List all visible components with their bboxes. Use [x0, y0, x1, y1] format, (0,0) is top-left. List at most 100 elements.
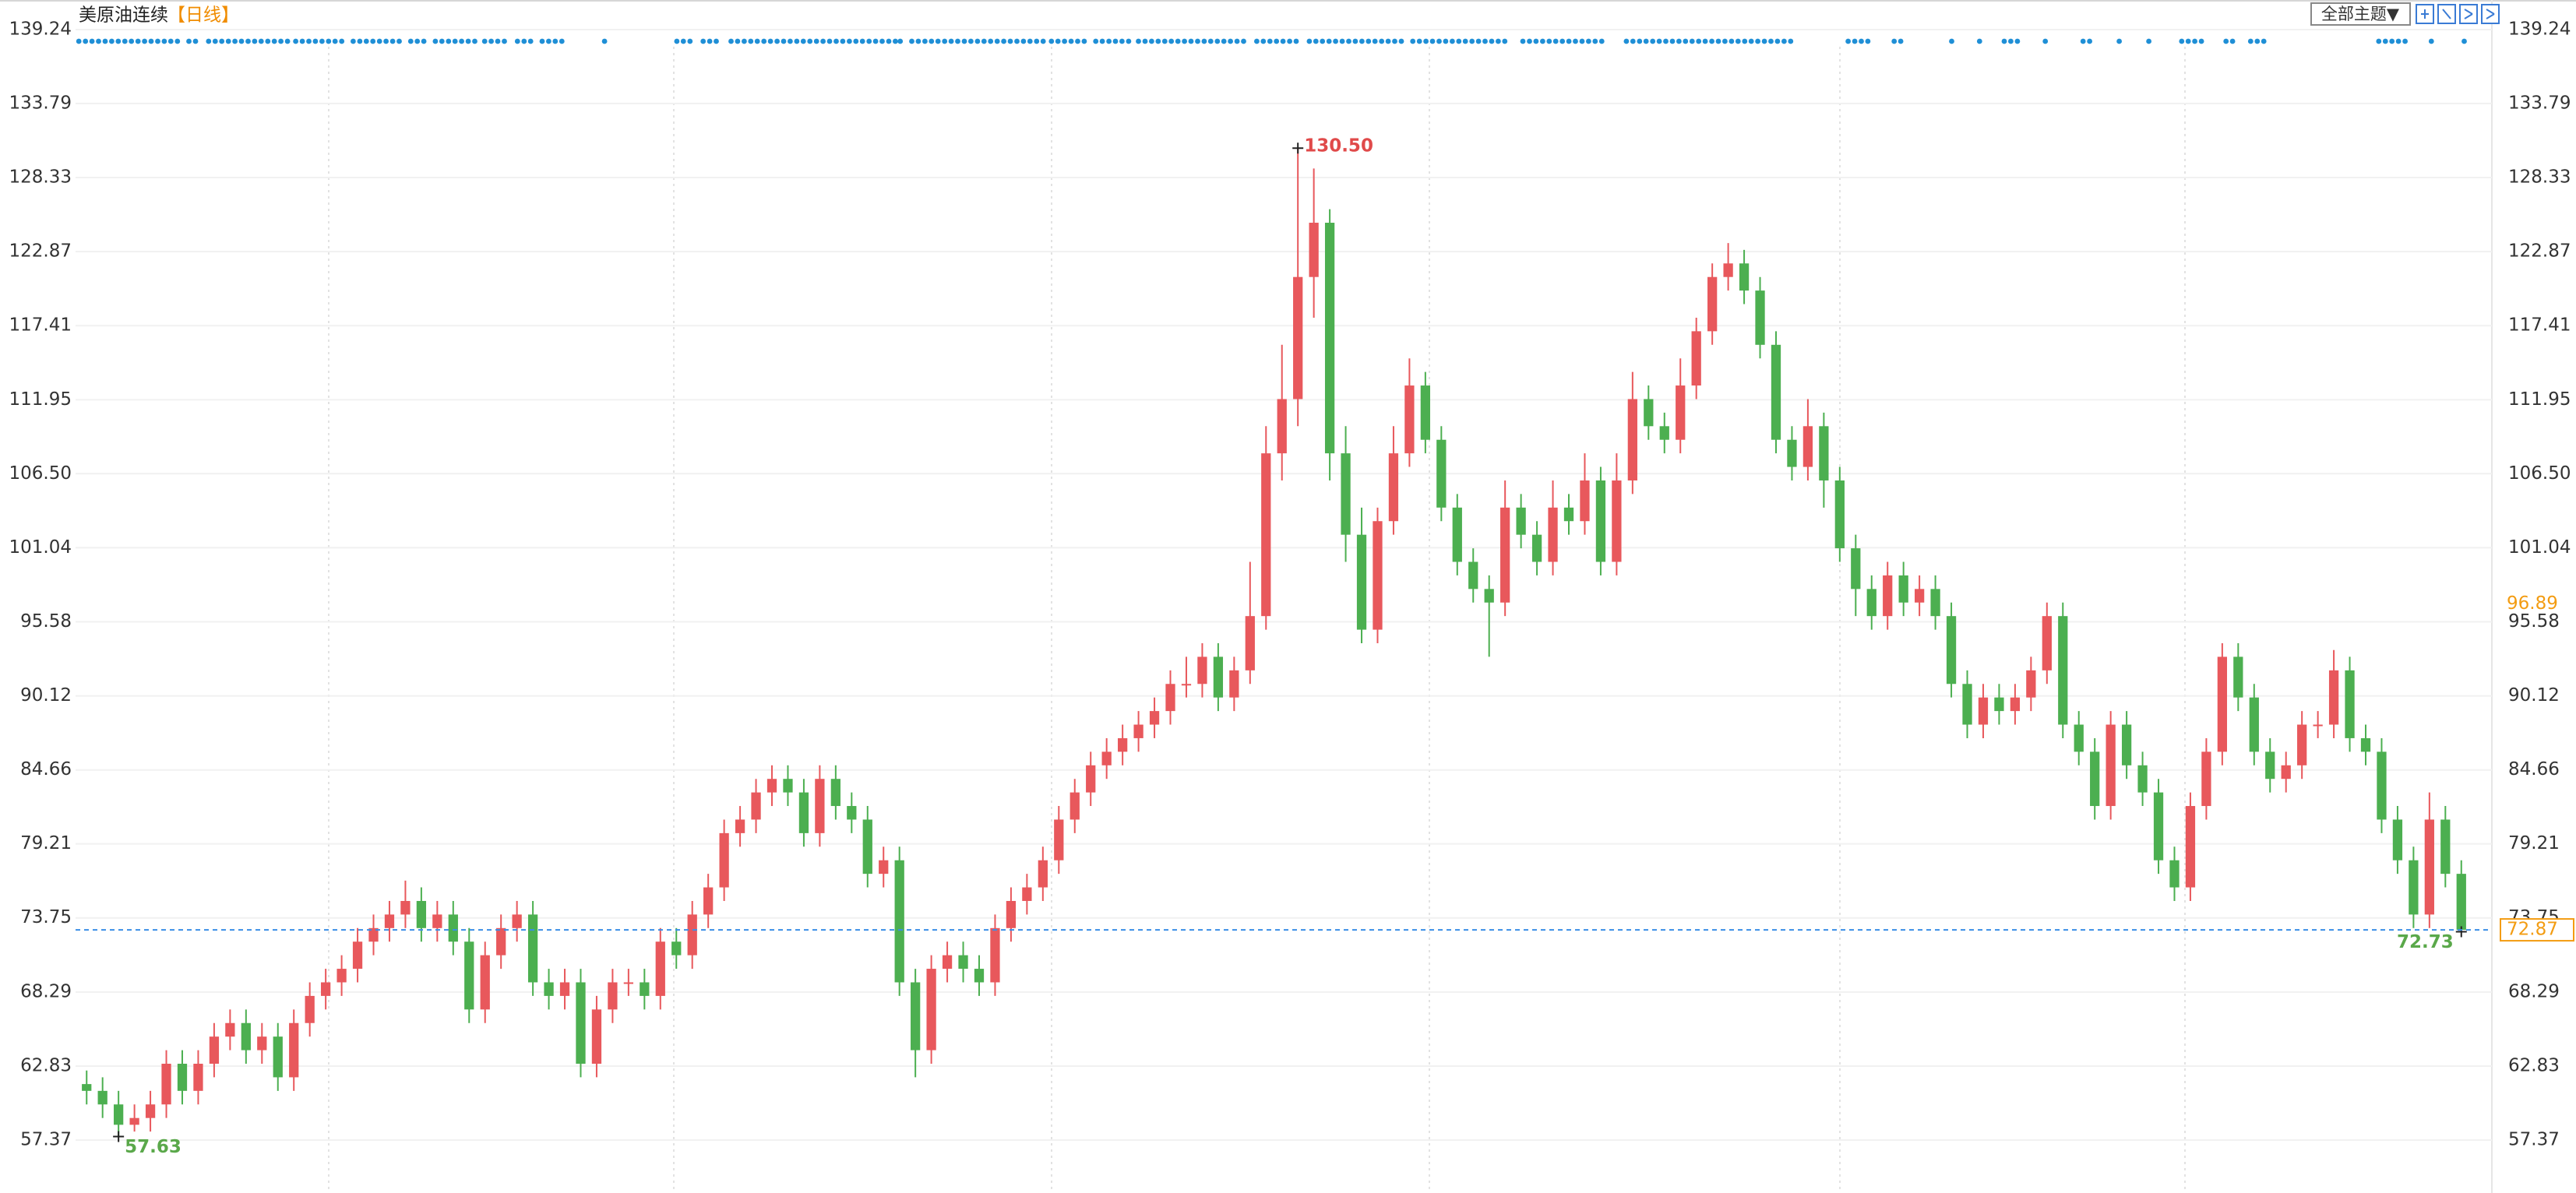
candle-body: [2201, 751, 2211, 807]
candle-body: [2074, 724, 2084, 752]
next-icon[interactable]: [2459, 4, 2478, 24]
news-marker: [1650, 38, 1656, 44]
news-marker: [1155, 38, 1161, 44]
y-tick-label-left: 79.21: [20, 833, 72, 853]
news-marker: [1048, 38, 1055, 44]
candle-body: [703, 887, 714, 915]
news-marker: [312, 38, 319, 44]
candle-body: [1500, 507, 1510, 603]
news-marker: [1598, 38, 1605, 44]
candle-body: [1723, 263, 1733, 277]
candle-body: [384, 914, 395, 928]
y-tick-label-left: 133.79: [9, 93, 72, 113]
candle-body: [655, 941, 665, 996]
news-marker: [332, 38, 338, 44]
candle-body: [1962, 684, 1972, 725]
candle-body: [1866, 589, 1876, 617]
news-marker: [527, 38, 534, 44]
news-marker: [1443, 38, 1449, 44]
candle-body: [2440, 819, 2451, 875]
extreme-label: 130.50: [1304, 136, 1373, 157]
news-marker: [414, 38, 421, 44]
news-marker: [1546, 38, 1552, 44]
news-marker: [1735, 38, 1741, 44]
candle-body: [400, 900, 411, 915]
candle-body: [1755, 290, 1765, 345]
news-marker: [1761, 38, 1767, 44]
news-marker: [1552, 38, 1559, 44]
news-marker: [1865, 38, 1871, 44]
news-marker: [258, 38, 264, 44]
candle-body: [576, 982, 586, 1064]
candle-body: [2058, 616, 2068, 725]
news-marker: [2461, 38, 2467, 44]
candle-body: [1739, 263, 1750, 291]
news-marker: [788, 38, 793, 44]
news-marker: [1949, 38, 1954, 44]
news-marker: [1489, 38, 1495, 44]
candle-body: [2313, 724, 2323, 727]
news-marker: [1768, 38, 1774, 44]
candle-body: [1197, 656, 1207, 684]
news-marker: [1715, 38, 1721, 44]
news-marker: [2261, 38, 2267, 44]
news-marker: [109, 38, 115, 44]
news-marker: [1293, 38, 1299, 44]
news-marker: [452, 38, 458, 44]
candle-body: [1149, 711, 1160, 725]
news-marker: [1126, 38, 1132, 44]
news-marker: [820, 38, 826, 44]
news-marker: [1496, 38, 1501, 44]
candle-body: [2137, 765, 2148, 793]
news-marker: [383, 38, 389, 44]
news-marker: [935, 38, 941, 44]
news-marker: [1656, 38, 1662, 44]
candle-body: [990, 927, 1000, 983]
news-marker: [83, 38, 89, 44]
news-marker: [1112, 38, 1119, 44]
y-tick-label-left: 84.66: [20, 759, 72, 779]
theme-button[interactable]: [2310, 2, 2411, 26]
news-marker: [813, 38, 819, 44]
candle-body: [2392, 819, 2403, 860]
y-tick-label-right: 90.12: [2508, 685, 2560, 706]
y-tick-label-right: 128.33: [2508, 167, 2571, 188]
news-marker: [1592, 38, 1598, 44]
candle-body: [671, 941, 682, 955]
news-marker: [1175, 38, 1181, 44]
news-marker: [232, 38, 238, 44]
news-marker: [915, 38, 922, 44]
news-marker: [1081, 38, 1087, 44]
news-marker: [1182, 38, 1187, 44]
news-marker: [161, 38, 167, 44]
y-tick-label-left: 101.04: [9, 537, 72, 558]
candle-body: [1659, 426, 1669, 440]
news-marker: [833, 38, 839, 44]
extreme-marker: [1292, 143, 1304, 154]
candle-body: [2265, 751, 2275, 779]
news-marker: [219, 38, 225, 44]
news-marker: [1475, 38, 1482, 44]
candle-body: [2377, 751, 2387, 820]
news-marker: [961, 38, 967, 44]
news-marker: [2198, 38, 2204, 44]
news-marker: [2087, 38, 2093, 44]
news-marker: [1034, 38, 1040, 44]
end-icon[interactable]: [2481, 4, 2500, 24]
news-marker: [155, 38, 160, 44]
candle-body: [1038, 860, 1048, 888]
y-tick-label-left: 57.37: [20, 1130, 72, 1150]
candle-body: [464, 941, 474, 1010]
news-marker: [2146, 38, 2152, 44]
news-marker: [1001, 38, 1006, 44]
candle-body: [1946, 616, 1957, 684]
news-marker: [1062, 38, 1067, 44]
news-marker: [396, 38, 402, 44]
candle-body: [623, 982, 634, 984]
news-marker: [1637, 38, 1643, 44]
theme-button-label[interactable]: 全部主题▼: [2321, 5, 2400, 23]
news-marker: [2179, 38, 2185, 44]
news-marker: [955, 38, 960, 44]
candle-body: [2409, 860, 2419, 915]
news-marker: [1788, 38, 1794, 44]
